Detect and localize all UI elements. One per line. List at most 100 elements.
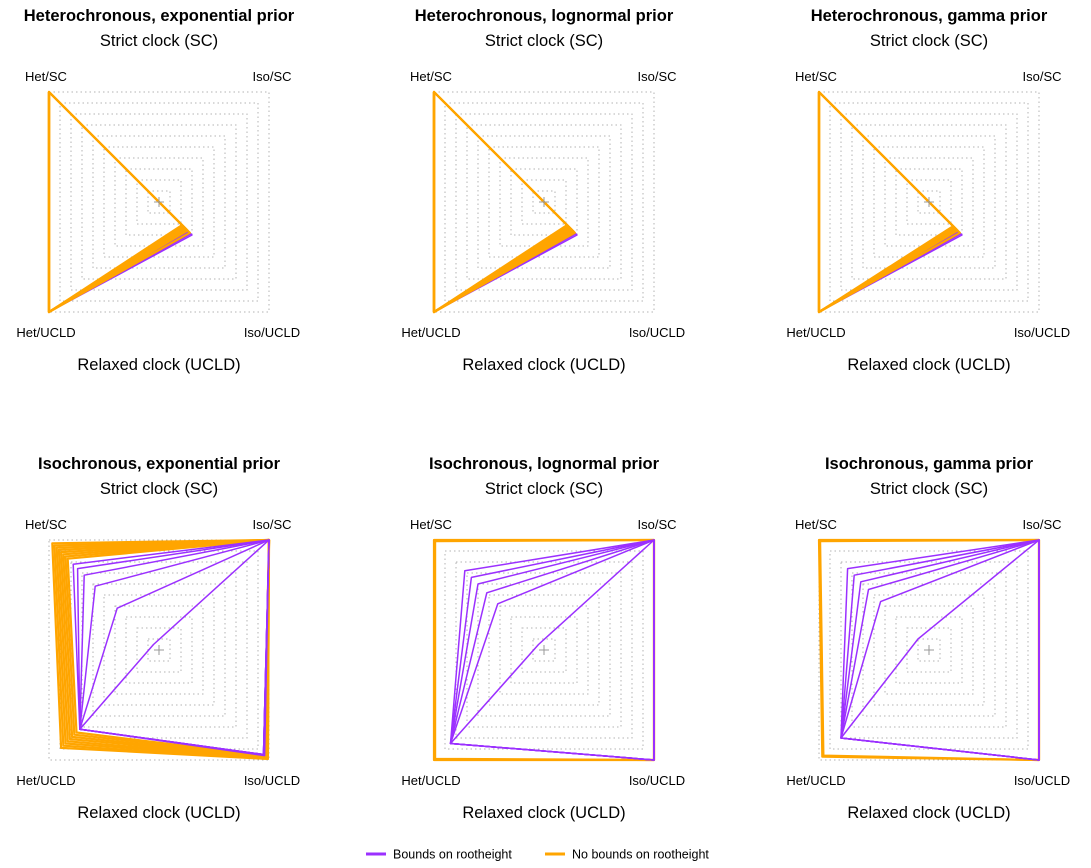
corner-label-het-sc: Het/SC <box>795 69 837 84</box>
panel-subtitle: Strict clock (SC) <box>100 32 218 50</box>
panel-xlabel: Relaxed clock (UCLD) <box>847 356 1010 374</box>
corner-label-iso-ucld: Iso/UCLD <box>1014 773 1070 788</box>
grid-square <box>851 572 1007 728</box>
series-polygon-bounds <box>79 539 270 756</box>
series-polygon-no-bounds <box>62 538 271 758</box>
corner-label-het-ucld: Het/UCLD <box>786 325 845 340</box>
grid-square <box>906 179 952 225</box>
grid-square <box>851 124 1007 280</box>
series-polygon-bounds <box>840 539 1040 761</box>
corner-label-iso-sc: Iso/SC <box>637 517 676 532</box>
corner-label-het-ucld: Het/UCLD <box>401 773 460 788</box>
series-polygon-no-bounds <box>817 90 955 314</box>
radar-panel-6: Isochronous, gamma prior Strict clock (SC… <box>786 455 1070 822</box>
panel-subtitle: Strict clock (SC) <box>100 480 218 498</box>
panel-subtitle: Strict clock (SC) <box>485 480 603 498</box>
panel-xlabel: Relaxed clock (UCLD) <box>77 356 240 374</box>
grid-square <box>136 627 182 673</box>
grid-square <box>125 616 193 684</box>
grid-square <box>521 179 567 225</box>
series-polygon-bounds <box>76 539 270 756</box>
radar-panel-1: Heterochronous, exponential prior Strict … <box>16 7 300 374</box>
grid-square <box>92 135 226 269</box>
panel-xlabel: Relaxed clock (UCLD) <box>462 356 625 374</box>
corner-label-het-ucld: Het/UCLD <box>16 325 75 340</box>
grid-square <box>59 102 259 302</box>
grid-square <box>829 550 1029 750</box>
corner-label-iso-sc: Iso/SC <box>252 517 291 532</box>
corner-label-iso-sc: Iso/SC <box>637 69 676 84</box>
grid-square <box>477 135 611 269</box>
grid-square <box>862 583 996 717</box>
grid-square <box>873 146 985 258</box>
corner-label-het-sc: Het/SC <box>410 517 452 532</box>
radar-panel-2: Heterochronous, lognormal prior Strict cl… <box>401 7 685 374</box>
panel-xlabel: Relaxed clock (UCLD) <box>847 804 1010 822</box>
grid-square <box>862 135 996 269</box>
panel-title: Heterochronous, exponential prior <box>24 7 295 25</box>
legend: Bounds on rootheight No bounds on roothei… <box>366 848 709 862</box>
corner-label-het-sc: Het/SC <box>25 517 67 532</box>
corner-label-het-ucld: Het/UCLD <box>401 325 460 340</box>
series-polygon-bounds <box>72 539 270 757</box>
grid-square <box>884 157 974 247</box>
series-polygon-bounds <box>79 539 270 756</box>
corner-label-iso-sc: Iso/SC <box>1022 69 1061 84</box>
grid-square <box>917 638 941 662</box>
grid-square <box>488 594 600 706</box>
grid-square <box>895 168 963 236</box>
grid-square <box>884 605 974 695</box>
grid-square <box>510 616 578 684</box>
corner-label-iso-ucld: Iso/UCLD <box>629 325 685 340</box>
grid-square <box>510 168 578 236</box>
corner-label-iso-ucld: Iso/UCLD <box>1014 325 1070 340</box>
grid-square <box>895 616 963 684</box>
grid-square <box>466 124 622 280</box>
grid-square <box>103 594 215 706</box>
panel-xlabel: Relaxed clock (UCLD) <box>462 804 625 822</box>
grid-square <box>114 157 204 247</box>
panel-subtitle: Strict clock (SC) <box>870 32 988 50</box>
corner-label-iso-ucld: Iso/UCLD <box>244 773 300 788</box>
grid-square <box>477 583 611 717</box>
grid-square <box>444 102 644 302</box>
grid-square <box>81 572 237 728</box>
grid-square <box>81 124 237 280</box>
panel-xlabel: Relaxed clock (UCLD) <box>77 804 240 822</box>
corner-label-iso-sc: Iso/SC <box>252 69 291 84</box>
grid-square <box>829 102 1029 302</box>
grid-square <box>92 583 226 717</box>
radar-panel-5: Isochronous, lognormal prior Strict clock… <box>401 455 685 822</box>
grid-square <box>103 146 215 258</box>
panel-title: Isochronous, exponential prior <box>38 455 281 473</box>
panel-title: Heterochronous, gamma prior <box>811 7 1048 25</box>
grid-square <box>114 605 204 695</box>
series-polygon-bounds <box>79 539 270 756</box>
grid-square <box>499 605 589 695</box>
grid-square <box>125 168 193 236</box>
corner-label-het-ucld: Het/UCLD <box>16 773 75 788</box>
corner-label-iso-ucld: Iso/UCLD <box>629 773 685 788</box>
panel-title: Isochronous, lognormal prior <box>429 455 660 473</box>
grid-square <box>917 190 941 214</box>
series-polygon-no-bounds <box>47 90 184 314</box>
series-polygon-bounds <box>79 539 270 756</box>
grid-square <box>466 572 622 728</box>
series-polygon-no-bounds <box>432 90 569 314</box>
corner-label-iso-sc: Iso/SC <box>1022 517 1061 532</box>
corner-label-iso-ucld: Iso/UCLD <box>244 325 300 340</box>
corner-label-het-sc: Het/SC <box>795 517 837 532</box>
grid-square <box>906 627 952 673</box>
corner-label-het-ucld: Het/UCLD <box>786 773 845 788</box>
grid-square <box>147 190 171 214</box>
radar-panel-3: Heterochronous, gamma prior Strict clock … <box>786 7 1070 374</box>
grid-square <box>444 550 644 750</box>
legend-label-bounds: Bounds on rootheight <box>393 848 512 862</box>
panel-title: Isochronous, gamma prior <box>825 455 1034 473</box>
legend-label-no-bounds: No bounds on rootheight <box>572 848 709 862</box>
panel-subtitle: Strict clock (SC) <box>870 480 988 498</box>
grid-square <box>136 179 182 225</box>
series-polygon-bounds <box>449 539 655 761</box>
